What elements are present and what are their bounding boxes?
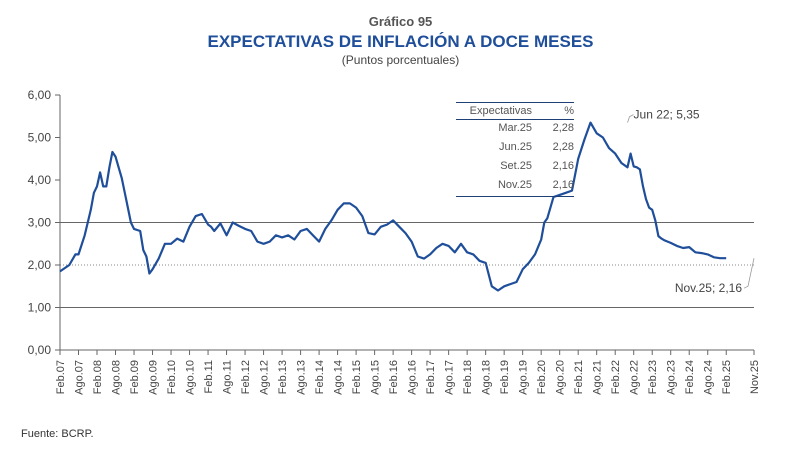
table-cell: 2,16 [552,160,574,172]
source-note: Fuente: BCRP. [21,428,94,440]
x-tick-label: Ago.14 [333,360,345,395]
table-cell: 2,28 [552,141,574,153]
x-tick-label: Ago.23 [666,360,678,395]
y-tick-label: 2,00 [28,258,52,272]
x-tick-label: Feb.09 [129,360,141,394]
table-row: Nov.25 2,16 [456,177,574,196]
x-tick-label: Ago.10 [185,360,197,395]
table-row: Set.25 2,16 [456,158,574,177]
table-cell: Set.25 [500,160,532,172]
y-tick-label: 1,00 [28,301,52,315]
table-cell: Jun.25 [498,141,532,153]
y-tick-label: 0,00 [28,343,52,357]
table-header-cell: % [564,105,574,117]
series-line [59,121,727,292]
table-cell: Nov.25 [497,179,532,191]
x-tick-label: Feb.21 [573,360,585,394]
x-tick-label: Ago.13 [296,360,308,395]
x-tick-label: Feb.07 [55,360,67,394]
annotation-last: Nov.25; 2,16 [675,281,742,295]
x-tick-label: Feb.25 [721,360,733,394]
x-tick-label: Ago.11 [222,360,234,394]
table-cell: 2,16 [552,179,574,191]
annotation-peak: Jun 22; 5,35 [634,108,700,122]
x-tick-label: Feb.19 [499,360,511,394]
y-tick-label: 4,00 [28,173,52,187]
x-tick-label: Feb.20 [536,360,548,394]
x-tick-label: Ago.20 [555,360,567,395]
x-tick-label: Feb.24 [684,360,696,394]
x-tick-label: Feb.12 [240,360,252,394]
chart-title: EXPECTATIVAS DE INFLACIÓN A DOCE MESES [207,32,594,51]
chart-number: Gráfico 95 [368,14,433,29]
x-tick-label: Ago.22 [629,360,641,395]
table-header-cell: Expectativas [469,105,532,117]
x-tick-label: Feb.15 [351,360,363,394]
x-tick-label: Ago.08 [111,360,123,395]
x-tick-label: Ago.18 [481,360,493,395]
table-cell: 2,28 [552,122,574,134]
table-cell: Mar.25 [498,122,532,134]
x-tick-label: Feb.11 [203,360,215,393]
x-tick-label: Ago.09 [148,360,160,395]
x-tick-label: Feb.23 [647,360,659,394]
table-header: Expectativas % [456,102,574,120]
x-tick-label: Ago.12 [259,360,271,395]
chart-subtitle: (Puntos porcentuales) [341,53,460,67]
x-tick-label: Feb.18 [462,360,474,394]
x-tick-label: Feb.13 [277,360,289,394]
annotation-leader [627,114,634,123]
y-tick-label: 5,00 [28,131,52,145]
x-tick-label: Ago.19 [518,360,530,395]
x-tick-label: Ago.24 [703,360,715,395]
expectations-table: Expectativas % Mar.25 2,28 Jun.25 2,28 Set… [456,102,574,197]
x-tick-label: Feb.22 [610,360,622,394]
x-tick-label: Ago.17 [444,360,456,395]
y-tick-label: 6,00 [28,88,52,102]
x-tick-label: Feb.16 [388,360,400,394]
table-bottom-rule [456,196,574,197]
table-row: Jun.25 2,28 [456,139,574,158]
x-tick-label: Ago.21 [592,360,604,395]
x-tick-label: Feb.14 [314,360,326,394]
x-tick-label: Ago.15 [370,360,382,395]
x-tick-label: Nov.25 [749,360,761,394]
x-tick-label: Ago.16 [407,360,419,395]
x-tick-label: Feb.17 [425,360,437,394]
x-tick-label: Feb.10 [166,360,178,394]
table-row: Mar.25 2,28 [456,120,574,139]
annotation-leader [743,258,755,289]
x-tick-label: Feb.08 [92,360,104,394]
y-tick-label: 3,00 [28,216,52,230]
x-tick-label: Ago.07 [74,360,86,395]
